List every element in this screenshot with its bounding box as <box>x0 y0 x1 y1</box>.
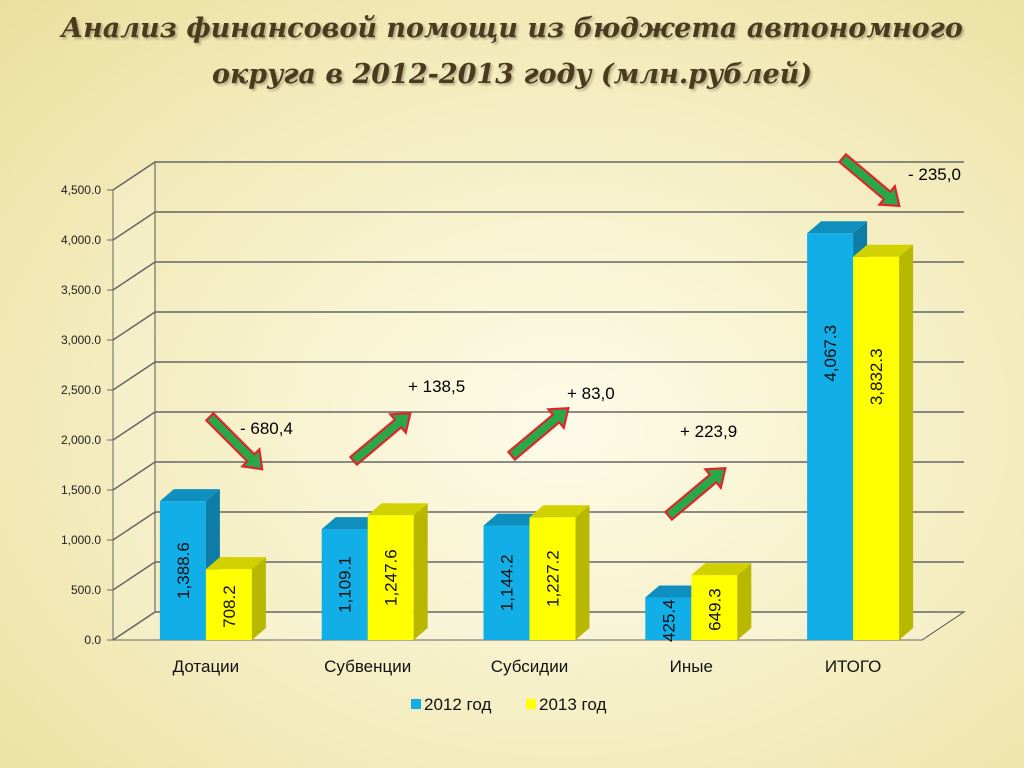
bar-top <box>321 517 382 530</box>
bar-top <box>853 244 914 257</box>
bar-side <box>413 503 428 640</box>
arrow-shape <box>837 152 901 207</box>
bar-top <box>807 221 868 234</box>
arrow-shape <box>204 411 264 471</box>
change-annotation: + 83,0 <box>567 384 615 403</box>
bar-top <box>367 503 428 516</box>
y-tick-label: 2,000.0 <box>61 433 101 447</box>
bar-value-label: 4,067.3 <box>821 325 840 382</box>
change-arrow-icon <box>663 467 727 522</box>
bar-value-label: 1,247.6 <box>382 549 401 606</box>
y-tick-label: 4,000.0 <box>61 233 101 247</box>
bar-2013 <box>367 515 414 640</box>
gridline <box>112 411 964 441</box>
gridline <box>112 161 964 191</box>
bar-value-label: 425.4 <box>659 599 678 642</box>
change-arrow-icon <box>506 407 570 462</box>
category-label: Дотации <box>173 657 240 676</box>
bar-2012 <box>807 233 854 640</box>
gridline <box>112 461 964 491</box>
x-axis-categories: Дотации Субвенции Субсидии Иные ИТОГО <box>173 657 882 676</box>
bar-2012 <box>159 501 206 640</box>
gridline <box>112 511 964 541</box>
bar-top <box>205 557 266 570</box>
bar-value-label: 1,227.2 <box>544 550 563 607</box>
chart-title: Анализ финансовой помощи из бюджета авто… <box>0 6 1024 98</box>
gridline <box>112 311 964 341</box>
gridlines <box>112 161 964 641</box>
legend-swatch-2012 <box>411 699 421 709</box>
gridline <box>112 261 964 291</box>
y-tick-label: 2,500.0 <box>61 383 101 397</box>
bar-side <box>251 557 266 640</box>
bar-2012 <box>321 529 368 640</box>
bar-value-label: 3,832.3 <box>867 348 886 405</box>
change-annotation: - 235,0 <box>908 165 961 184</box>
y-tick-label: 3,500.0 <box>61 283 101 297</box>
y-tick-label: 1,500.0 <box>61 483 101 497</box>
change-annotation: + 223,9 <box>680 422 737 441</box>
gridline <box>112 361 964 391</box>
category-label: Субсидии <box>491 657 568 676</box>
bar-value-label: 1,388.6 <box>174 542 193 599</box>
chart-title-line1: Анализ финансовой помощи из бюджета авто… <box>61 13 963 44</box>
legend: 2012 год 2013 год <box>411 695 606 714</box>
bar-2013 <box>853 256 900 640</box>
category-label: Субвенции <box>324 657 411 676</box>
y-tick-label: 4,500.0 <box>61 183 101 197</box>
bars: 1,388.6 708.2 1,109.1 1,247.6 1,144.2 1,227.2… <box>159 221 914 642</box>
legend-label-2013: 2013 год <box>539 695 606 714</box>
left-wall <box>112 161 156 641</box>
bar-2012 <box>645 597 692 640</box>
arrow-shape <box>506 407 570 462</box>
change-annotation: + 138,5 <box>408 377 465 396</box>
legend-label-2012: 2012 год <box>424 695 491 714</box>
bar-2013 <box>529 517 576 640</box>
y-tick-label: 500.0 <box>71 583 101 597</box>
y-tick-label: 1,000.0 <box>61 533 101 547</box>
gridline <box>112 211 964 241</box>
bar-top <box>691 563 752 576</box>
category-label: ИТОГО <box>825 657 882 676</box>
change-arrows: - 680,4 + 138,5 + 83,0 + 223,9 - 235,0 <box>204 152 961 522</box>
change-annotation: - 680,4 <box>240 419 293 438</box>
bar-value-label: 708.2 <box>220 585 239 628</box>
category-label: Иные <box>670 657 713 676</box>
bar-top <box>483 513 544 526</box>
chart-title-line2: округа в 2012-2013 году (млн.рублей) <box>211 59 813 90</box>
bar-value-label: 1,144.2 <box>498 554 517 611</box>
change-arrow-icon <box>204 411 264 471</box>
bar-side <box>899 244 914 640</box>
bar-value-label: 1,109.1 <box>336 556 355 613</box>
bar-2013 <box>691 575 738 640</box>
bar-top <box>645 585 706 598</box>
arrow-shape <box>348 412 412 467</box>
bar-top <box>159 489 220 502</box>
bar-2012 <box>483 525 530 640</box>
arrow-shape <box>663 467 727 522</box>
bar-value-label: 649.3 <box>705 588 724 631</box>
bar-2013 <box>205 569 252 640</box>
change-arrow-icon <box>348 412 412 467</box>
change-arrow-icon <box>837 152 901 207</box>
y-tick-label: 3,000.0 <box>61 333 101 347</box>
bar-side <box>737 563 752 640</box>
legend-swatch-2013 <box>526 699 536 709</box>
bar-top <box>529 505 590 518</box>
y-tick-label: 0.0 <box>84 633 101 647</box>
bar-side <box>575 505 590 640</box>
gridline <box>112 561 964 591</box>
